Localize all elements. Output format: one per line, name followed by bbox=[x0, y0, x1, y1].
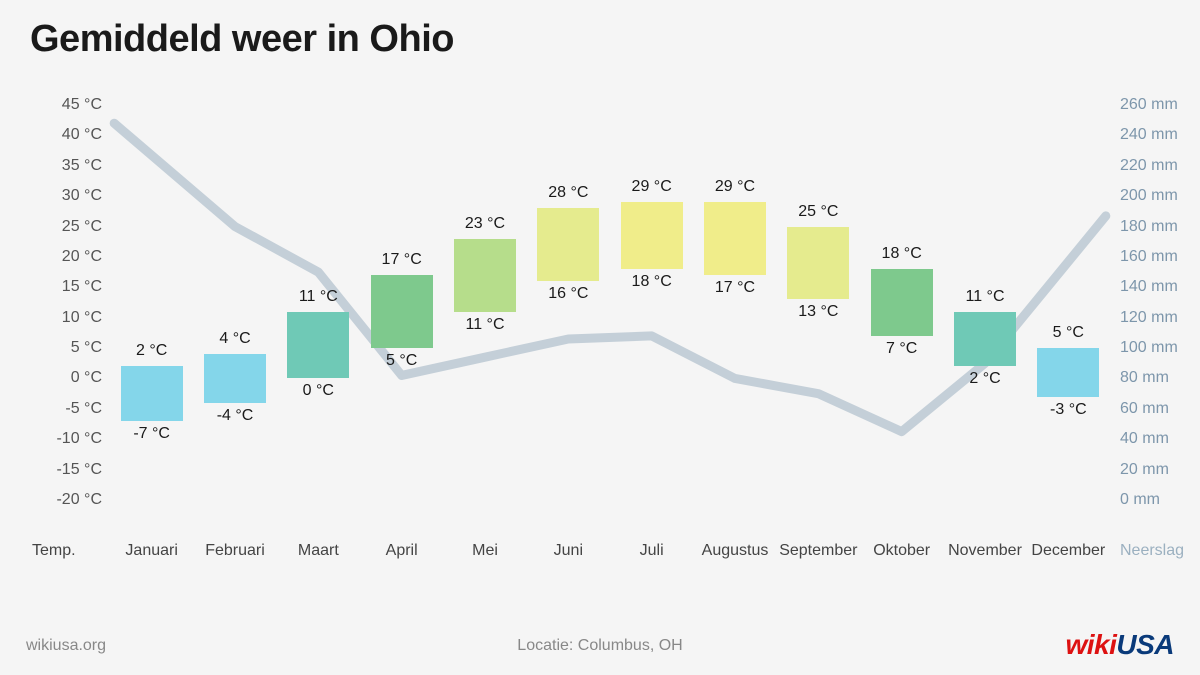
month-label: December bbox=[1031, 542, 1105, 560]
temp-axis-tick: 35 °C bbox=[32, 157, 102, 175]
precip-axis-tick: 220 mm bbox=[1120, 157, 1200, 175]
temp-range-bar bbox=[871, 269, 933, 336]
precip-axis-tick: 40 mm bbox=[1120, 430, 1200, 448]
temp-low-label: 11 °C bbox=[465, 316, 504, 334]
precip-axis-tick: 120 mm bbox=[1120, 309, 1200, 327]
month-label: Juli bbox=[640, 542, 664, 560]
temp-range-bar bbox=[121, 366, 183, 421]
temp-low-label: 18 °C bbox=[632, 273, 672, 291]
precip-axis-tick: 160 mm bbox=[1120, 248, 1200, 266]
temp-high-label: 17 °C bbox=[382, 251, 422, 269]
precip-axis-tick: 260 mm bbox=[1120, 96, 1200, 114]
temp-axis-tick: 45 °C bbox=[32, 96, 102, 114]
temp-axis-tick: 40 °C bbox=[32, 126, 102, 144]
precip-axis-tick: 0 mm bbox=[1120, 491, 1200, 509]
temp-low-label: 13 °C bbox=[798, 303, 838, 321]
temp-low-label: 2 °C bbox=[969, 370, 1000, 388]
precip-axis-tick: 140 mm bbox=[1120, 278, 1200, 296]
temp-axis-tick: 25 °C bbox=[32, 218, 102, 236]
temp-high-label: 29 °C bbox=[715, 178, 755, 196]
climate-chart: -20 °C -15 °C -10 °C -5 °C 0 °C 5 °C 10 °C 15 °… bbox=[0, 0, 1200, 675]
month-label: Februari bbox=[205, 542, 265, 560]
temp-axis-tick: 10 °C bbox=[32, 309, 102, 327]
temp-high-label: 25 °C bbox=[798, 203, 838, 221]
temp-high-label: 11 °C bbox=[965, 288, 1004, 306]
month-label: Juni bbox=[554, 542, 583, 560]
source-site: wikiusa.org bbox=[26, 637, 106, 655]
temp-range-bar bbox=[621, 202, 683, 269]
temp-high-label: 4 °C bbox=[219, 330, 250, 348]
temp-range-bar bbox=[371, 275, 433, 348]
temp-high-label: 29 °C bbox=[632, 178, 672, 196]
month-label: April bbox=[386, 542, 418, 560]
temp-range-bar bbox=[287, 312, 349, 379]
temp-range-bar bbox=[454, 239, 516, 312]
temp-high-label: 28 °C bbox=[548, 184, 588, 202]
precip-axis-tick: 80 mm bbox=[1120, 369, 1200, 387]
month-label: Maart bbox=[298, 542, 339, 560]
wikiusa-logo: wikiUSA bbox=[1065, 629, 1174, 661]
logo-part1: wiki bbox=[1065, 629, 1116, 660]
temp-low-label: 0 °C bbox=[303, 382, 334, 400]
precip-axis-caption: Neerslag bbox=[1120, 542, 1184, 560]
temp-axis-tick: 30 °C bbox=[32, 187, 102, 205]
precip-line bbox=[0, 0, 1200, 675]
precip-axis-tick: 180 mm bbox=[1120, 218, 1200, 236]
logo-part2: USA bbox=[1116, 629, 1174, 660]
month-label: Oktober bbox=[873, 542, 930, 560]
temp-high-label: 5 °C bbox=[1053, 324, 1084, 342]
temp-high-label: 11 °C bbox=[299, 288, 338, 306]
temp-axis-tick: 0 °C bbox=[32, 369, 102, 387]
temp-range-bar bbox=[787, 227, 849, 300]
temp-axis-tick: 15 °C bbox=[32, 278, 102, 296]
temp-axis-tick: -15 °C bbox=[32, 461, 102, 479]
precip-axis-tick: 100 mm bbox=[1120, 339, 1200, 357]
temp-low-label: -4 °C bbox=[217, 407, 254, 425]
precip-axis-tick: 200 mm bbox=[1120, 187, 1200, 205]
temp-low-label: 16 °C bbox=[548, 285, 588, 303]
temp-axis-tick: 20 °C bbox=[32, 248, 102, 266]
temp-low-label: 5 °C bbox=[386, 352, 417, 370]
month-label: September bbox=[779, 542, 857, 560]
temp-range-bar bbox=[954, 312, 1016, 367]
temp-high-label: 23 °C bbox=[465, 215, 505, 233]
temp-high-label: 18 °C bbox=[882, 245, 922, 263]
temp-axis-tick: -5 °C bbox=[32, 400, 102, 418]
temp-low-label: 7 °C bbox=[886, 340, 917, 358]
temp-axis-tick: -10 °C bbox=[32, 430, 102, 448]
temp-low-label: 17 °C bbox=[715, 279, 755, 297]
temp-range-bar bbox=[1037, 348, 1099, 397]
month-label: Mei bbox=[472, 542, 498, 560]
temp-range-bar bbox=[704, 202, 766, 275]
temp-low-label: -3 °C bbox=[1050, 401, 1087, 419]
month-label: Augustus bbox=[702, 542, 769, 560]
precip-axis-tick: 20 mm bbox=[1120, 461, 1200, 479]
temp-range-bar bbox=[537, 208, 599, 281]
temp-range-bar bbox=[204, 354, 266, 403]
precip-axis-tick: 60 mm bbox=[1120, 400, 1200, 418]
temp-high-label: 2 °C bbox=[136, 342, 167, 360]
location-caption: Locatie: Columbus, OH bbox=[517, 637, 682, 655]
temp-axis-caption: Temp. bbox=[32, 542, 76, 560]
month-label: Januari bbox=[125, 542, 177, 560]
temp-axis-tick: -20 °C bbox=[32, 491, 102, 509]
precip-axis-tick: 240 mm bbox=[1120, 126, 1200, 144]
temp-low-label: -7 °C bbox=[133, 425, 170, 443]
month-label: November bbox=[948, 542, 1022, 560]
temp-axis-tick: 5 °C bbox=[32, 339, 102, 357]
